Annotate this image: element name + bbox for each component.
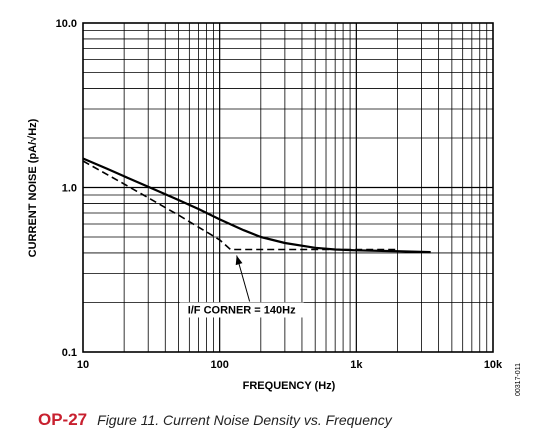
x-tick-label: 10k	[484, 359, 503, 371]
x-tick-label: 100	[210, 359, 228, 371]
y-tick-label: 0.1	[62, 347, 77, 359]
chart: 10 100 1k 10k 0.1 1.0 10.0 FREQUENCY (Hz) CURR…	[27, 18, 522, 396]
annotation-group: I/F CORNER = 140Hz	[179, 255, 304, 318]
series-layer	[82, 157, 431, 254]
y-axis-title: CURRENT NOISE (pA/√Hz)	[27, 118, 39, 257]
figure-code: 00317-011	[515, 363, 522, 396]
part-number: OP-27	[38, 410, 88, 429]
current-noise-line	[82, 157, 431, 254]
plot-frame	[82, 22, 494, 353]
dashed-asymptote-line	[82, 160, 398, 251]
grid	[83, 23, 493, 352]
x-tick-label: 10	[77, 359, 89, 371]
x-axis-title: FREQUENCY (Hz)	[243, 380, 336, 392]
figure-caption: OP-27 Figure 11. Current Noise Density vs…	[38, 410, 392, 430]
annotation-background	[179, 302, 304, 318]
annotation-arrowhead	[235, 255, 243, 266]
annotation-label: I/F CORNER = 140Hz	[188, 304, 296, 316]
y-tick-label: 10.0	[56, 18, 77, 30]
tick-labels: 10 100 1k 10k 0.1 1.0 10.0	[56, 18, 503, 371]
caption-text: Figure 11. Current Noise Density vs. Fre…	[97, 412, 392, 428]
x-tick-label: 1k	[350, 359, 363, 371]
y-tick-label: 1.0	[62, 183, 77, 195]
